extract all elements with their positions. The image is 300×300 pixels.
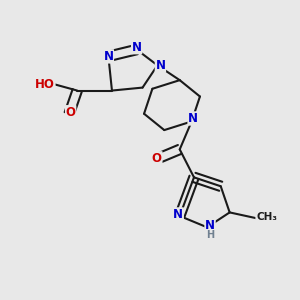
Text: N: N	[205, 219, 215, 232]
Text: H: H	[206, 230, 214, 240]
Text: N: N	[103, 50, 113, 63]
Text: N: N	[173, 208, 183, 221]
Text: CH₃: CH₃	[256, 212, 277, 222]
Text: O: O	[66, 106, 76, 119]
Text: N: N	[155, 59, 165, 72]
Text: N: N	[132, 41, 142, 54]
Text: HO: HO	[35, 77, 55, 91]
Text: N: N	[188, 112, 198, 125]
Text: O: O	[152, 152, 162, 165]
